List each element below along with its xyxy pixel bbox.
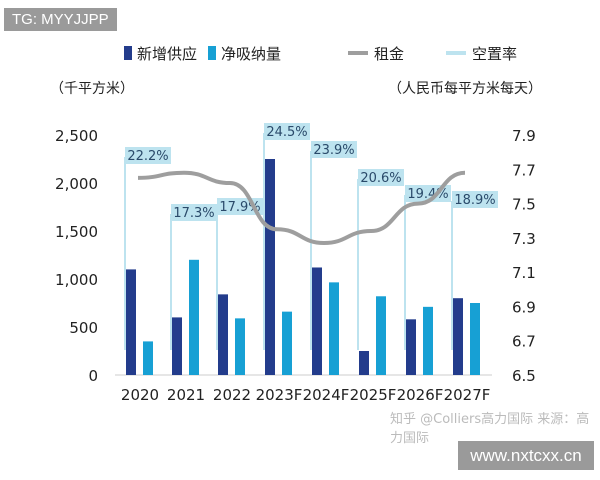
left-tick-label: 1,000	[55, 271, 98, 289]
left-axis-label: （千平方米）	[50, 81, 134, 97]
left-tick-label: 0	[88, 367, 98, 385]
vacancy-label: 20.6%	[360, 171, 401, 186]
bar-absorption	[423, 306, 433, 375]
watermark-top: TG: MYYJJPP	[4, 8, 117, 31]
right-tick-label: 6.5	[512, 367, 536, 385]
bar-supply	[126, 269, 136, 375]
vacancy-label-box	[171, 204, 217, 221]
bar-absorption	[470, 303, 480, 375]
watermark-bottom: www.nxtcxx.cn	[458, 441, 594, 470]
left-tick-label: 500	[69, 319, 98, 337]
legend-label: 租金	[374, 45, 404, 63]
x-tick-label: 2021	[167, 386, 205, 404]
rent-line	[137, 170, 466, 246]
legend-label: 空置率	[472, 45, 517, 63]
left-tick-label: 2,000	[55, 175, 98, 193]
vacancy-label-box	[264, 123, 310, 140]
bar-supply	[359, 351, 369, 375]
right-axis-label: （人民币每平方米每天）	[388, 81, 542, 97]
right-tick-label: 6.7	[512, 333, 536, 351]
right-tick-label: 7.7	[512, 161, 536, 179]
legend-label: 新增供应	[137, 45, 197, 63]
vacancy-label-box	[311, 141, 357, 158]
bar-absorption	[235, 318, 245, 375]
bar-supply	[406, 319, 416, 375]
vacancy-label: 23.9%	[313, 143, 354, 158]
vacancy-label: 18.9%	[454, 193, 495, 208]
source-text: 知乎 @Colliers高力国际 来源：高力国际	[390, 412, 590, 446]
bar-supply	[312, 267, 322, 375]
left-tick-label: 2,500	[55, 127, 98, 145]
bar-absorption	[189, 259, 199, 375]
right-tick-label: 7.1	[512, 264, 536, 282]
bar-absorption	[282, 311, 292, 375]
x-tick-label: 2027F	[444, 386, 491, 404]
legend-label: 净吸纳量	[221, 45, 281, 63]
x-tick-label: 2022	[213, 386, 251, 404]
bar-supply	[172, 317, 182, 375]
right-tick-label: 7.9	[512, 127, 536, 145]
vacancy-label-box	[358, 169, 404, 186]
bar-absorption	[329, 282, 339, 375]
vacancy-label: 24.5%	[266, 125, 307, 140]
vacancy-label-box	[452, 191, 498, 208]
legend-swatch	[208, 46, 216, 60]
x-tick-label: 2024F	[303, 386, 350, 404]
vacancy-label: 22.2%	[127, 149, 168, 164]
bar-absorption	[376, 296, 386, 375]
bar-supply	[453, 298, 463, 375]
left-tick-label: 1,500	[55, 223, 98, 241]
vacancy-label: 17.3%	[173, 206, 214, 221]
bar-supply	[265, 159, 275, 375]
x-tick-label: 2023F	[256, 386, 303, 404]
right-tick-label: 6.9	[512, 298, 536, 316]
bar-absorption	[143, 341, 153, 375]
bar-supply	[218, 294, 228, 375]
x-tick-label: 2020	[121, 386, 159, 404]
x-tick-label: 2026F	[397, 386, 444, 404]
vacancy-label-box	[125, 147, 171, 164]
right-tick-label: 7.5	[512, 196, 536, 214]
legend-swatch	[124, 46, 132, 60]
x-tick-label: 2025F	[350, 386, 397, 404]
right-tick-label: 7.3	[512, 230, 536, 248]
